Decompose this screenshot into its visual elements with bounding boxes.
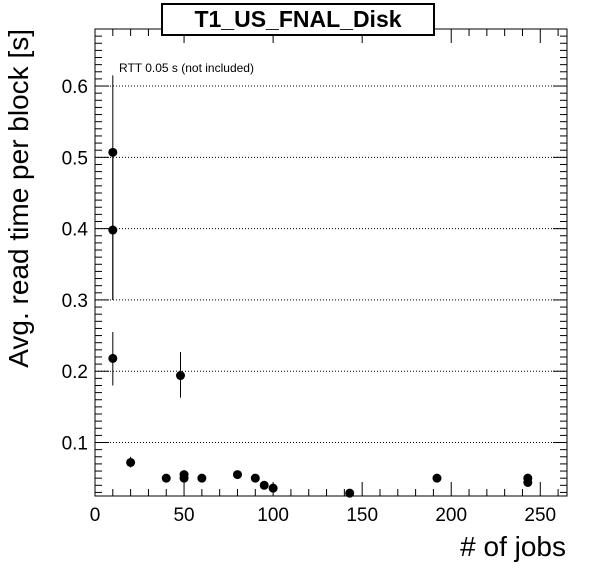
- plot-frame: [94, 28, 568, 497]
- x-tick-label: 250: [524, 505, 556, 526]
- data-point: [179, 473, 189, 483]
- chart-title-box: T1_US_FNAL_Disk: [161, 3, 435, 36]
- y-axis-label: Avg. read time per block [s]: [3, 29, 34, 368]
- x-tick-label: 150: [346, 505, 378, 526]
- data-point: [175, 371, 185, 381]
- data-point: [259, 480, 269, 490]
- y-tick-label: 0.5: [62, 148, 88, 169]
- data-point: [161, 473, 171, 483]
- data-points: [108, 75, 533, 498]
- data-point: [523, 477, 533, 487]
- chart-title: T1_US_FNAL_Disk: [194, 6, 402, 32]
- x-tick-label: 0: [90, 505, 101, 526]
- x-tick-label: 100: [257, 505, 289, 526]
- x-axis-label: # of jobs: [460, 531, 566, 562]
- data-point: [108, 225, 118, 235]
- x-tick-label: 50: [173, 505, 194, 526]
- x-tick-label: 200: [435, 505, 467, 526]
- y-tick-label: 0.1: [62, 434, 88, 455]
- data-point: [126, 457, 136, 467]
- data-point: [250, 473, 260, 483]
- data-point: [268, 483, 278, 493]
- rtt-annotation: RTT 0.05 s (not included): [119, 61, 254, 75]
- data-point: [345, 488, 355, 498]
- data-point: [432, 473, 442, 483]
- data-point: [197, 473, 207, 483]
- data-point: [232, 470, 242, 480]
- y-gridlines: [95, 85, 567, 444]
- data-point: [108, 353, 118, 363]
- data-point: [108, 147, 118, 157]
- y-tick-label: 0.4: [62, 220, 89, 241]
- y-tick-label: 0.6: [62, 77, 88, 98]
- y-tick-label: 0.3: [62, 291, 88, 312]
- x-axis: 0 50 100 150 200 250: [90, 29, 559, 526]
- y-axis: 0.1 0.2 0.3 0.4 0.5 0.6: [62, 28, 567, 493]
- y-tick-label: 0.2: [62, 362, 88, 383]
